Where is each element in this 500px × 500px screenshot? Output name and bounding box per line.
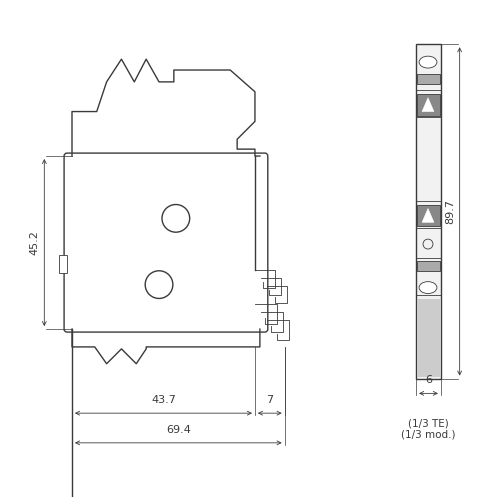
Text: 7: 7 bbox=[266, 396, 274, 406]
Text: 43.7: 43.7 bbox=[151, 396, 176, 406]
Text: 6: 6 bbox=[425, 376, 432, 386]
Text: 69.4: 69.4 bbox=[166, 425, 190, 435]
Text: 45.2: 45.2 bbox=[30, 230, 40, 255]
Bar bbox=[59, 255, 67, 272]
Bar bbox=[416, 44, 441, 378]
Polygon shape bbox=[422, 98, 434, 112]
Bar bbox=[417, 261, 440, 271]
Text: 89.7: 89.7 bbox=[445, 199, 455, 224]
Bar bbox=[417, 204, 440, 227]
Polygon shape bbox=[422, 208, 434, 222]
Text: (1/3 TE)
(1/3 mod.): (1/3 TE) (1/3 mod.) bbox=[401, 418, 455, 440]
Bar bbox=[417, 94, 440, 116]
Ellipse shape bbox=[419, 56, 437, 68]
Bar bbox=[417, 74, 440, 84]
FancyBboxPatch shape bbox=[64, 153, 268, 332]
Bar bbox=[417, 300, 440, 376]
Ellipse shape bbox=[419, 282, 437, 294]
